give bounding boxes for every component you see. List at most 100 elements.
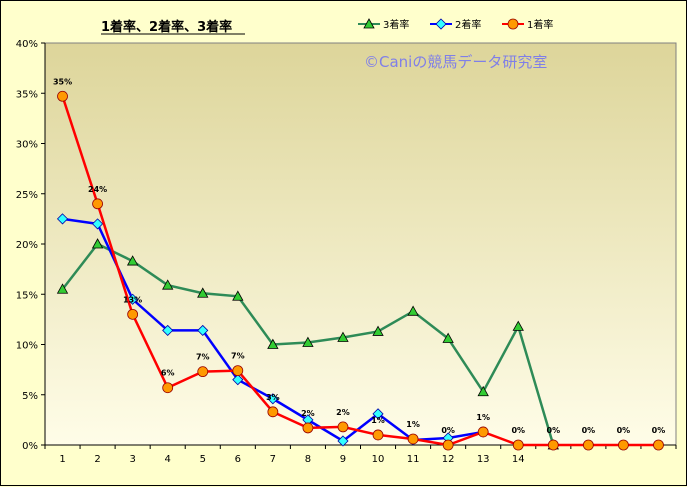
point-marker-diamond — [197, 324, 209, 336]
x-tick-label: 1 — [59, 454, 65, 465]
x-tick-label: 3 — [129, 454, 135, 465]
point-marker-circle — [302, 422, 314, 434]
point-marker-circle — [162, 382, 174, 394]
data-label: 1% — [476, 413, 490, 422]
series-layer — [56, 90, 664, 451]
data-label: 3% — [266, 393, 280, 402]
y-tick-label: 15% — [16, 290, 38, 301]
point-marker-circle — [92, 198, 103, 210]
data-label: 1% — [406, 420, 420, 429]
point-marker-triangle — [126, 255, 139, 266]
point-marker-circle — [267, 406, 279, 418]
legend-label: 2着率 — [455, 18, 481, 31]
data-label: 35% — [53, 77, 72, 86]
data-label: 2% — [301, 409, 315, 418]
y-axis: 0% 5% 10% 15% 20% 25% 30% 35% 40% — [16, 39, 46, 452]
data-label: 2% — [336, 408, 350, 417]
point-marker-triangle — [197, 287, 209, 298]
point-marker-triangle — [363, 18, 375, 29]
point-marker-circle — [477, 426, 489, 438]
point-marker-circle — [57, 90, 68, 102]
x-tick-label: 6 — [235, 454, 241, 465]
legend-label: 1着率 — [527, 18, 553, 31]
point-marker-circle — [372, 429, 384, 441]
point-marker-triangle — [477, 385, 489, 397]
x-tick-label: 13 — [477, 454, 490, 465]
x-tick-label: 8 — [305, 454, 311, 465]
point-marker-circle — [127, 308, 139, 320]
legend-label: 3着率 — [383, 18, 409, 31]
y-tick-label: 25% — [16, 190, 38, 201]
point-marker-circle — [232, 365, 244, 377]
chart-title: 1着率、2着率、3着率 — [101, 19, 232, 35]
point-marker-diamond — [435, 18, 447, 30]
legend-item: 1着率 — [502, 18, 553, 31]
point-marker-diamond — [267, 393, 279, 405]
point-marker-triangle — [512, 320, 524, 331]
point-marker-circle — [337, 421, 349, 433]
data-label: 13% — [123, 295, 142, 304]
point-marker-triangle — [267, 338, 279, 349]
legend-item: 3着率 — [358, 18, 409, 31]
point-marker-diamond — [372, 408, 384, 420]
point-marker-circle — [618, 439, 629, 451]
y-tick-label: 0% — [22, 441, 38, 452]
point-marker-circle — [407, 433, 419, 445]
data-labels: 35% 24% 13% 6% 7% 7% 3% 2% 2% 1% 1% 0% 1% 0% 0% 0% 0% 0% — [53, 77, 665, 435]
data-label: 7% — [196, 353, 210, 362]
x-tick-label: 9 — [340, 454, 346, 465]
point-marker-triangle — [232, 290, 244, 301]
data-label: 6% — [161, 369, 175, 378]
legend-item: 2着率 — [430, 18, 481, 31]
x-axis: 1 2 3 4 5 6 7 8 9 10 11 12 13 14 — [44, 444, 677, 465]
point-marker-triangle — [337, 331, 349, 342]
data-label: 0% — [617, 426, 631, 435]
legend: 3着率 2着率 1着率 — [358, 18, 553, 31]
series-line — [61, 95, 659, 447]
point-marker-diamond — [127, 293, 139, 305]
data-label: 7% — [231, 352, 245, 361]
series-3 — [57, 90, 664, 451]
data-label: 0% — [511, 426, 525, 435]
point-marker-circle — [507, 18, 519, 30]
x-tick-label: 14 — [512, 454, 525, 465]
point-marker-circle — [547, 439, 559, 451]
data-label: 0% — [582, 426, 596, 435]
data-label: 24% — [88, 185, 107, 194]
point-marker-triangle — [372, 325, 384, 336]
point-marker-triangle — [407, 305, 419, 316]
data-label: 0% — [547, 426, 561, 435]
point-marker-triangle — [91, 238, 104, 249]
x-tick-label: 2 — [94, 454, 100, 465]
x-tick-label: 12 — [442, 454, 455, 465]
data-label: 0% — [652, 426, 666, 435]
point-marker-circle — [582, 439, 594, 451]
x-tick-label: 7 — [270, 454, 276, 465]
point-marker-circle — [442, 439, 454, 451]
point-marker-circle — [512, 439, 524, 451]
point-marker-triangle — [442, 332, 454, 343]
y-tick-label: 40% — [16, 39, 38, 50]
x-tick-label: 4 — [165, 454, 171, 465]
x-tick-label: 5 — [200, 454, 206, 465]
y-tick-label: 10% — [16, 341, 38, 352]
y-tick-label: 20% — [16, 240, 38, 251]
point-marker-diamond — [232, 374, 244, 386]
point-marker-triangle — [162, 279, 174, 290]
point-marker-triangle — [302, 336, 314, 347]
point-marker-triangle — [56, 283, 69, 294]
data-label: 1% — [371, 416, 385, 425]
data-label: 0% — [441, 426, 455, 435]
y-tick-label: 5% — [22, 391, 38, 402]
x-tick-label: 11 — [407, 454, 420, 465]
y-tick-label: 30% — [16, 140, 38, 151]
y-tick-label: 35% — [16, 89, 38, 100]
watermark: ©Caniの競馬データ研究室 — [364, 53, 547, 71]
plot-area — [44, 42, 677, 446]
point-marker-circle — [197, 366, 209, 378]
point-marker-diamond — [56, 213, 69, 225]
point-marker-circle — [653, 439, 664, 451]
point-marker-diamond — [162, 324, 174, 336]
